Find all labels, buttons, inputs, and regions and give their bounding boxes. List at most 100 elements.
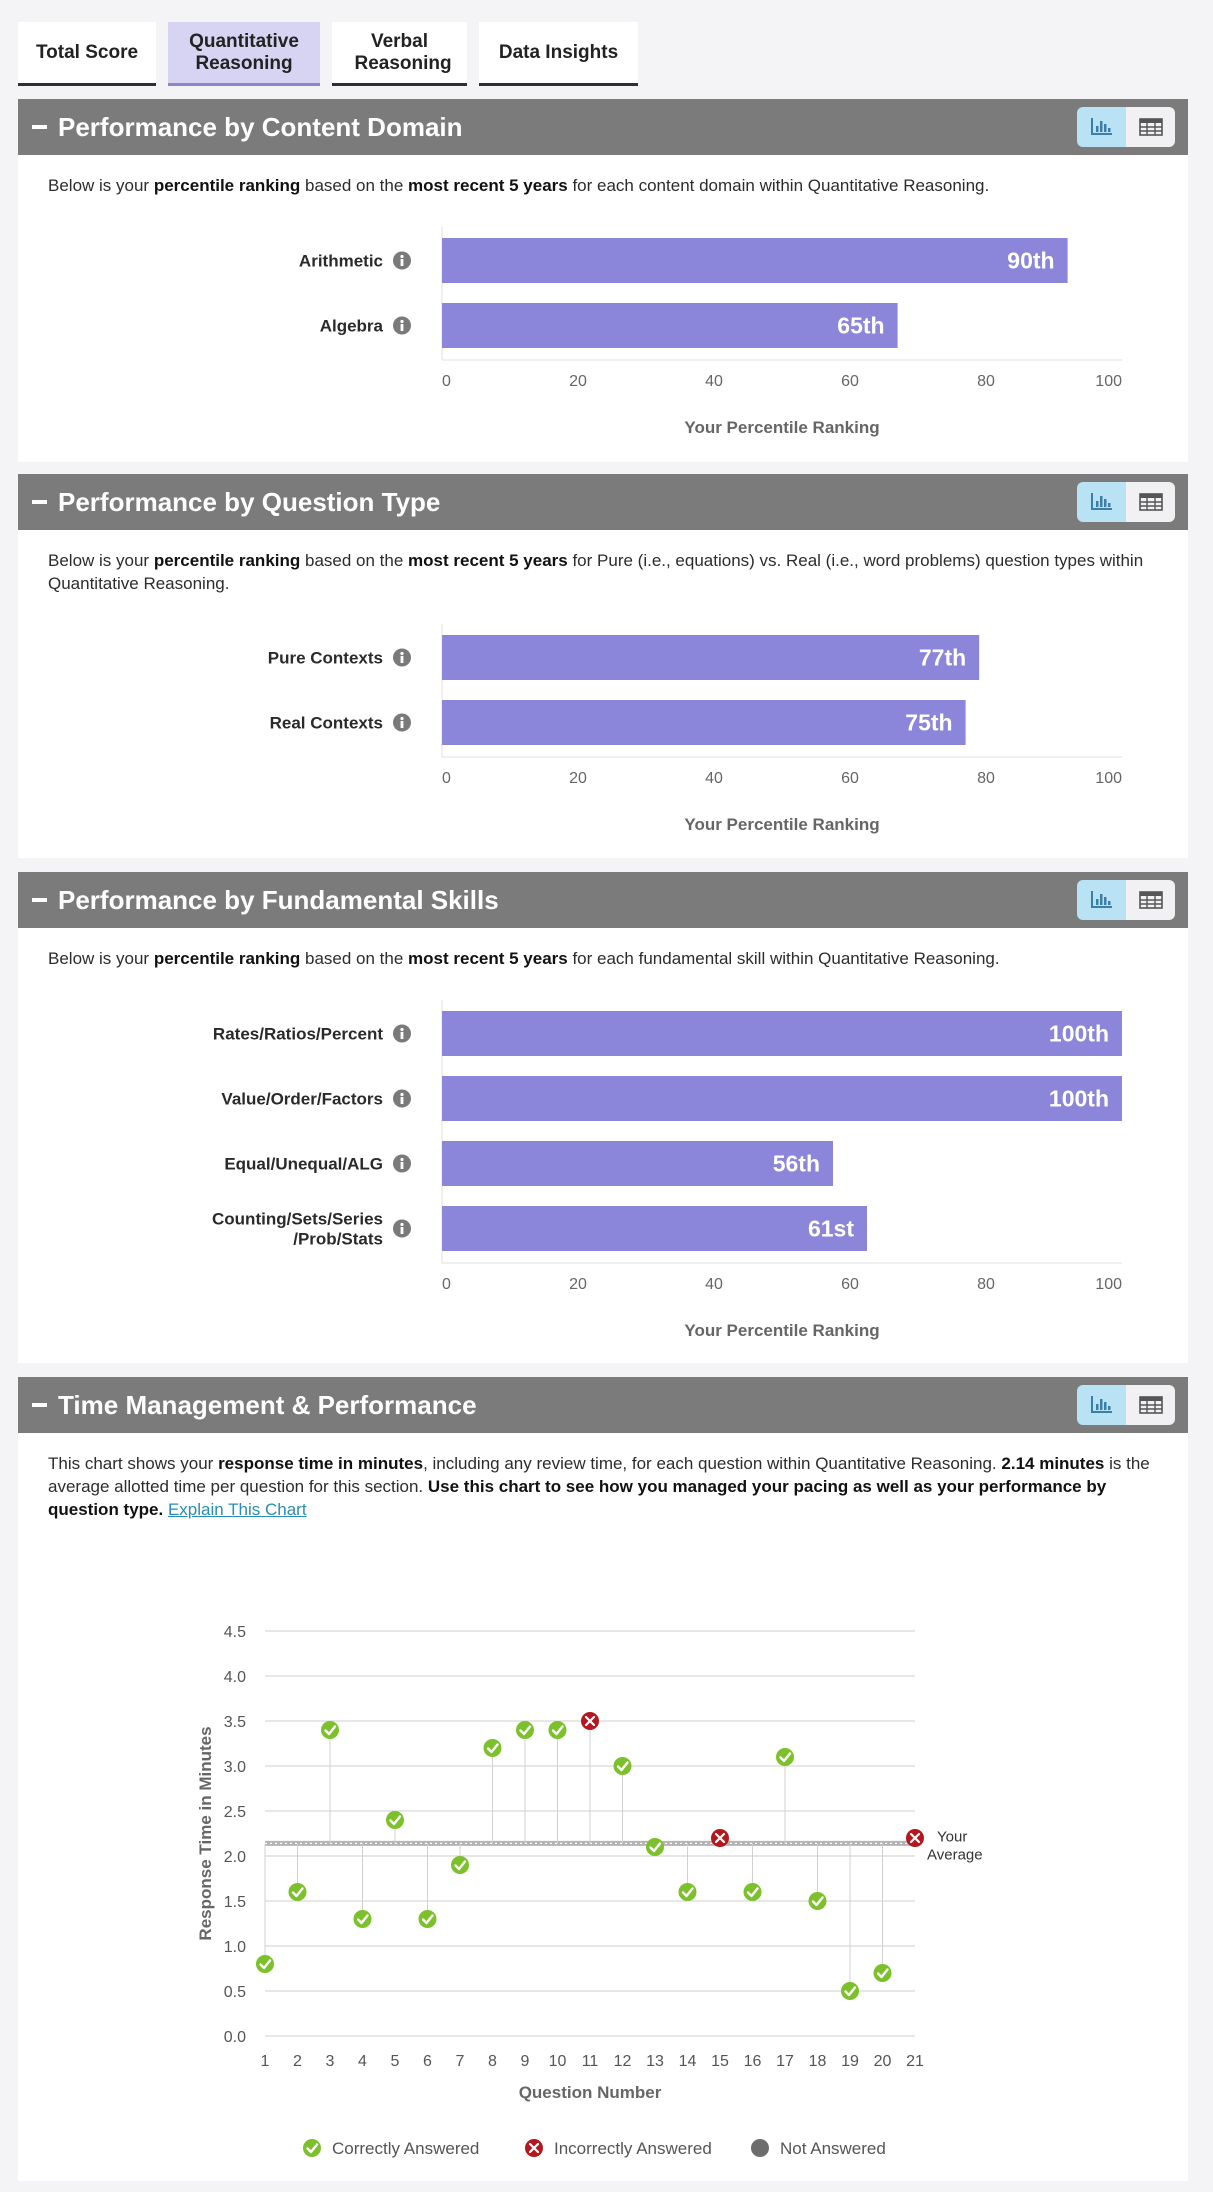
legend-marker xyxy=(525,2139,543,2157)
x-tick-label: 16 xyxy=(744,2053,762,2070)
table-view-button[interactable] xyxy=(1126,482,1175,522)
desc-text: Below is your xyxy=(48,551,154,570)
desc-bold: percentile ranking xyxy=(153,949,301,968)
desc-text: for each content domain within Quantitat… xyxy=(567,176,990,195)
x-tick-label: 20 xyxy=(569,373,587,390)
tab-verbal-reasoning[interactable]: Verbal Reasoning xyxy=(332,22,467,86)
desc-text: Below is your xyxy=(48,176,154,195)
table-view-button[interactable] xyxy=(1126,880,1175,920)
data-point-q3 xyxy=(321,1721,339,1739)
tab-quantitative-reasoning[interactable]: Quantitative Reasoning xyxy=(168,22,320,86)
chart-view-button[interactable] xyxy=(1077,107,1126,147)
collapse-icon[interactable] xyxy=(32,898,47,902)
data-label: 75th xyxy=(905,710,952,736)
x-tick-label: 40 xyxy=(705,770,723,787)
view-toggle xyxy=(1077,107,1175,147)
bar xyxy=(442,1206,867,1251)
data-point-q13 xyxy=(646,1838,664,1856)
y-tick-label: 4.5 xyxy=(224,1624,246,1641)
legend-label: Correctly Answered xyxy=(332,2139,479,2158)
category-label: Real Contexts xyxy=(270,714,383,733)
desc-text: This chart shows your xyxy=(48,1454,219,1473)
collapse-icon[interactable] xyxy=(32,1403,47,1407)
table-icon xyxy=(1138,1390,1163,1421)
y-tick-label: 0.0 xyxy=(224,2029,246,2046)
data-point-q14 xyxy=(678,1883,697,1901)
category-label: Arithmetic xyxy=(299,252,383,271)
x-tick-label: 12 xyxy=(614,2053,632,2070)
category-label: Rates/Ratios/Percent xyxy=(213,1025,383,1044)
x-tick-label: 4 xyxy=(358,2053,367,2070)
x-tick-label: 80 xyxy=(977,1276,995,1293)
section-fundamental-skills: Performance by Fundamental Skills Below … xyxy=(18,872,1188,1363)
collapse-icon[interactable] xyxy=(32,125,47,129)
data-point-q8 xyxy=(483,1739,502,1757)
x-tick-label: 2 xyxy=(293,2053,302,2070)
x-tick-label: 10 xyxy=(549,2053,567,2070)
chart-view-button[interactable] xyxy=(1077,880,1126,920)
tab-label: Total Score xyxy=(35,41,139,63)
y-tick-label: 1.5 xyxy=(224,1894,246,1911)
section-description: This chart shows your response time in m… xyxy=(48,1452,1158,1521)
x-axis-title: Your Percentile Ranking xyxy=(684,418,879,437)
table-view-button[interactable] xyxy=(1126,1385,1175,1425)
section-header[interactable]: Time Management & Performance xyxy=(18,1377,1188,1433)
data-point-q5 xyxy=(386,1811,404,1829)
legend-marker xyxy=(751,2139,769,2157)
tab-label: Data Insights xyxy=(498,41,619,63)
category-label: Pure Contexts xyxy=(268,649,383,668)
tab-total-score[interactable]: Total Score xyxy=(18,22,156,86)
x-tick-label: 6 xyxy=(423,2053,432,2070)
x-tick-label: 20 xyxy=(569,770,587,787)
x-tick-label: 0 xyxy=(442,770,451,787)
table-view-button[interactable] xyxy=(1126,107,1175,147)
section-header[interactable]: Performance by Question Type xyxy=(18,474,1188,530)
collapse-icon[interactable] xyxy=(32,500,47,504)
data-point-q21 xyxy=(906,1829,924,1847)
chart-view-button[interactable] xyxy=(1077,482,1126,522)
y-tick-label: 2.5 xyxy=(224,1804,246,1821)
bar xyxy=(442,238,1068,283)
section-description: Below is your percentile ranking based o… xyxy=(48,947,1158,970)
info-icon xyxy=(393,1024,411,1043)
data-point-q10 xyxy=(548,1721,567,1739)
bar-chart-icon xyxy=(1090,1390,1114,1421)
bar-chart-icon xyxy=(1090,885,1114,916)
chart-view-button[interactable] xyxy=(1077,1385,1126,1425)
x-tick-label: 1 xyxy=(261,2053,270,2070)
desc-text: based on the xyxy=(300,949,409,968)
section-header[interactable]: Performance by Fundamental Skills xyxy=(18,872,1188,928)
y-tick-label: 4.0 xyxy=(224,1669,246,1686)
x-tick-label: 18 xyxy=(809,2053,827,2070)
x-tick-label: 60 xyxy=(841,770,859,787)
data-label: 100th xyxy=(1049,1021,1109,1047)
explain-chart-link[interactable]: Explain This Chart xyxy=(167,1500,307,1519)
section-header[interactable]: Performance by Content Domain xyxy=(18,99,1188,155)
desc-text: based on the xyxy=(300,176,409,195)
section-title: Time Management & Performance xyxy=(58,1389,477,1420)
data-point-q16 xyxy=(743,1883,762,1901)
data-label: 65th xyxy=(837,313,884,339)
info-icon xyxy=(393,1089,411,1108)
x-tick-label: 8 xyxy=(488,2053,497,2070)
fundamental-skills-bar-chart: Rates/Ratios/Percent 100th Value/Order/Fac… xyxy=(212,1000,1122,1340)
average-label: Your xyxy=(937,1828,967,1845)
legend-label: Not Answered xyxy=(780,2139,886,2158)
section-time-management: Time Management & Performance This chart… xyxy=(18,1377,1188,2181)
info-icon xyxy=(393,1219,411,1238)
data-label: 90th xyxy=(1007,248,1054,274)
category-label: Algebra xyxy=(320,317,384,336)
y-axis-title: Response Time in Minutes xyxy=(196,1726,215,1940)
desc-text: , including any review time, for each qu… xyxy=(423,1454,1002,1473)
info-icon xyxy=(393,316,411,335)
section-content-domain: Performance by Content Domain Below is y… xyxy=(18,99,1188,462)
bar xyxy=(442,1011,1122,1056)
bar xyxy=(442,700,966,745)
table-icon xyxy=(1138,885,1163,916)
x-tick-label: 60 xyxy=(841,373,859,390)
tab-label: Quantitative Reasoning xyxy=(189,30,299,74)
section-title: Performance by Content Domain xyxy=(58,111,463,142)
tab-data-insights[interactable]: Data Insights xyxy=(479,22,638,86)
table-icon xyxy=(1138,112,1163,143)
bar xyxy=(442,635,980,680)
